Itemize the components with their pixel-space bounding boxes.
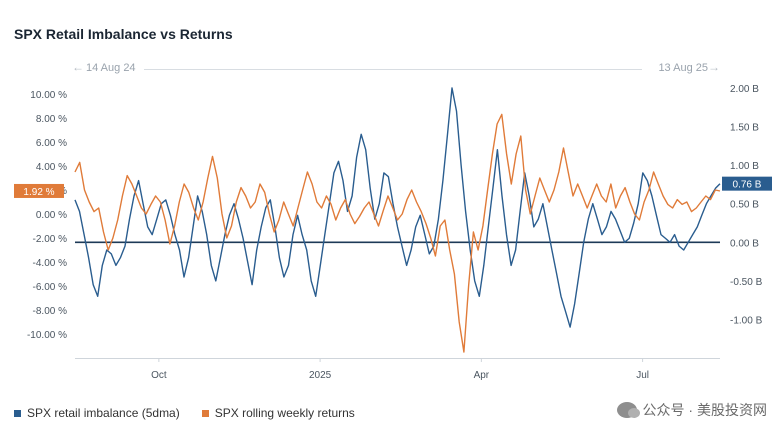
right-tick-label: -0.50 B (730, 277, 763, 288)
right-axis: 2.00 B 1.50 B 1.00 B 0.50 B 0.00 B -0.50 B -1.… (730, 84, 763, 326)
x-tick-label: Apr (474, 370, 490, 381)
left-tick-label: 8.00 % (36, 114, 67, 125)
left-tick-label: -6.00 % (33, 282, 68, 293)
legend-swatch-returns (201, 409, 209, 417)
legend-item-weekly-returns[interactable]: SPX rolling weekly returns (201, 406, 355, 420)
range-end-label: 13 Aug 25 (658, 62, 708, 74)
grid (75, 88, 720, 359)
legend-label-returns: SPX rolling weekly returns (214, 406, 355, 420)
legend-swatch-retail (14, 409, 21, 417)
last-value-label-returns: 1.92 % (23, 187, 54, 198)
left-tick-label: 0.00 % (36, 210, 67, 221)
range-track[interactable] (144, 69, 642, 70)
chart-canvas: 10.00 %8.00 %6.00 %4.00 %2.00 %0.00 %-2.… (14, 84, 772, 381)
watermark-text: 公众号 · 美股投资网 (642, 402, 767, 418)
watermark: 公众号 · 美股投资网 (616, 400, 767, 420)
x-axis: Oct 2025 Apr Jul (151, 358, 649, 381)
range-start-label: 14 Aug 24 (86, 62, 136, 74)
arrow-left-icon[interactable]: ← (72, 60, 84, 74)
series-group (74, 87, 721, 353)
series-line-weekly-returns (74, 113, 721, 353)
value-badges: 0.76 B 1.92 % (14, 176, 772, 198)
legend-label-retail: SPX retail imbalance (5dma) (27, 406, 180, 420)
x-tick-label: 2025 (309, 370, 332, 381)
last-value-badge-retail (722, 176, 772, 191)
series-line-retail-imbalance (74, 87, 721, 328)
left-tick-label: -2.00 % (33, 234, 68, 245)
right-tick-label: 0.50 B (730, 200, 759, 211)
last-value-badge-returns (14, 183, 64, 198)
left-tick-label: -10.00 % (27, 330, 67, 341)
last-value-label-retail: 0.76 B (733, 180, 762, 191)
plot-area (75, 88, 720, 358)
left-tick-label: -8.00 % (33, 306, 68, 317)
left-tick-label: 4.00 % (36, 162, 67, 173)
x-tick-label: Jul (636, 370, 649, 381)
right-tick-label: 2.00 B (730, 84, 759, 95)
right-tick-label: 1.00 B (730, 161, 759, 172)
date-range-navigator[interactable]: ← 14 Aug 24 13 Aug 25 → (14, 60, 720, 76)
legend: SPX retail imbalance (5dma) SPX rolling … (14, 406, 355, 420)
left-tick-label: -4.00 % (33, 258, 68, 269)
chart-title: SPX Retail Imbalance vs Returns (14, 26, 233, 42)
left-axis: 10.00 %8.00 %6.00 %4.00 %2.00 %0.00 %-2.… (27, 90, 67, 341)
right-tick-label: 1.50 B (730, 123, 759, 134)
arrow-right-icon[interactable]: → (708, 60, 720, 74)
legend-item-retail-imbalance[interactable]: SPX retail imbalance (5dma) (14, 406, 180, 420)
right-tick-label: 0.00 B (730, 238, 759, 249)
x-tick-label: Oct (151, 370, 167, 381)
left-tick-label: 6.00 % (36, 138, 67, 149)
wechat-icon (616, 402, 640, 418)
left-tick-label: 10.00 % (30, 90, 67, 101)
right-tick-label: -1.00 B (730, 315, 763, 326)
